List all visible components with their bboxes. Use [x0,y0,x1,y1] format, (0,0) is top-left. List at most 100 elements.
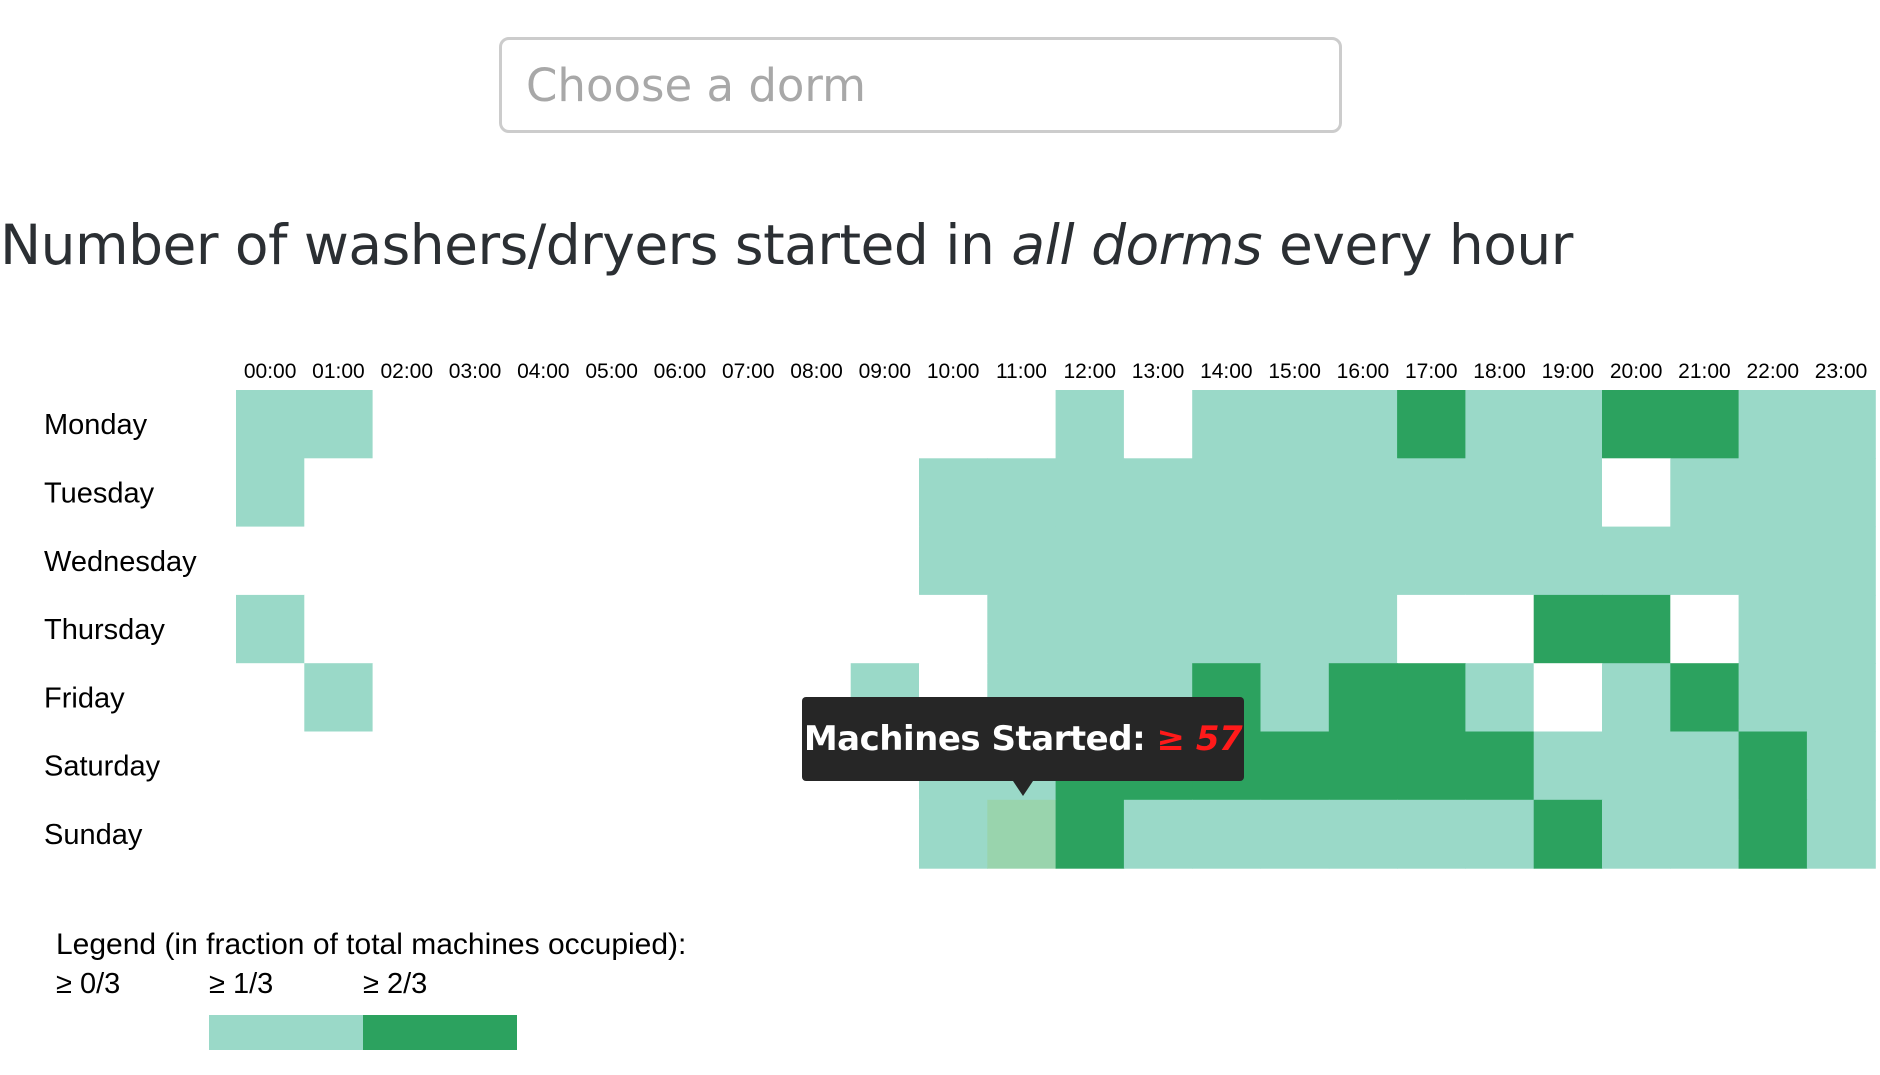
heatmap-cell-saturday-17-00[interactable] [1397,731,1466,801]
heatmap-cell-tuesday-16-00[interactable] [1328,458,1398,528]
heatmap-cell-wednesday-19-00[interactable] [1533,526,1603,596]
heatmap-cell-thursday-17-00[interactable] [1397,594,1466,664]
heatmap-cell-tuesday-05-00[interactable] [577,458,647,528]
heatmap-cell-wednesday-01-00[interactable] [304,526,374,596]
heatmap-cell-saturday-15-00[interactable] [1260,731,1330,801]
heatmap-cell-wednesday-20-00[interactable] [1602,526,1671,596]
heatmap-cell-tuesday-15-00[interactable] [1260,458,1330,528]
heatmap-cell-thursday-19-00[interactable] [1533,594,1603,664]
heatmap-cell-saturday-01-00[interactable] [304,731,374,801]
heatmap-cell-wednesday-09-00[interactable] [850,526,920,596]
heatmap-cell-wednesday-13-00[interactable] [1123,526,1193,596]
heatmap-cell-friday-19-00[interactable] [1533,663,1603,733]
heatmap-cell-monday-15-00[interactable] [1260,390,1330,459]
heatmap-cell-thursday-22-00[interactable] [1738,594,1808,664]
heatmap-cell-sunday-03-00[interactable] [440,799,510,869]
heatmap-cell-wednesday-07-00[interactable] [714,526,783,596]
heatmap-cell-tuesday-17-00[interactable] [1397,458,1466,528]
heatmap-cell-sunday-01-00[interactable] [304,799,374,869]
dorm-search-input[interactable] [499,37,1342,133]
heatmap-cell-monday-07-00[interactable] [714,390,783,459]
heatmap-cell-sunday-12-00[interactable] [1055,799,1125,869]
heatmap-cell-monday-10-00[interactable] [919,390,988,459]
heatmap-cell-monday-05-00[interactable] [577,390,647,459]
heatmap-cell-wednesday-08-00[interactable] [782,526,852,596]
heatmap-cell-saturday-22-00[interactable] [1738,731,1808,801]
heatmap-cell-monday-01-00[interactable] [304,390,374,459]
heatmap-cell-sunday-02-00[interactable] [372,799,442,869]
heatmap-cell-thursday-15-00[interactable] [1260,594,1330,664]
heatmap-cell-wednesday-16-00[interactable] [1328,526,1398,596]
heatmap-cell-monday-18-00[interactable] [1465,390,1535,459]
heatmap-cell-wednesday-03-00[interactable] [440,526,510,596]
heatmap-cell-thursday-14-00[interactable] [1192,594,1262,664]
heatmap-cell-sunday-09-00[interactable] [850,799,920,869]
heatmap-cell-sunday-08-00[interactable] [782,799,852,869]
heatmap-cell-monday-04-00[interactable] [509,390,579,459]
heatmap-cell-monday-23-00[interactable] [1806,390,1876,459]
heatmap-cell-wednesday-14-00[interactable] [1192,526,1262,596]
heatmap-cell-wednesday-17-00[interactable] [1397,526,1466,596]
heatmap-cell-tuesday-23-00[interactable] [1806,458,1876,528]
heatmap-cell-tuesday-11-00[interactable] [987,458,1057,528]
heatmap-cell-friday-17-00[interactable] [1397,663,1466,733]
heatmap-cell-thursday-04-00[interactable] [509,594,579,664]
heatmap-cell-saturday-23-00[interactable] [1806,731,1876,801]
heatmap-cell-wednesday-21-00[interactable] [1670,526,1740,596]
heatmap-cell-sunday-05-00[interactable] [577,799,647,869]
heatmap-cell-friday-15-00[interactable] [1260,663,1330,733]
heatmap-cell-saturday-02-00[interactable] [372,731,442,801]
heatmap-cell-sunday-13-00[interactable] [1123,799,1193,869]
heatmap-cell-saturday-00-00[interactable] [236,731,305,801]
heatmap-cell-tuesday-12-00[interactable] [1055,458,1125,528]
heatmap-cell-thursday-09-00[interactable] [850,594,920,664]
heatmap-cell-friday-02-00[interactable] [372,663,442,733]
heatmap-cell-sunday-21-00[interactable] [1670,799,1740,869]
heatmap-cell-wednesday-22-00[interactable] [1738,526,1808,596]
heatmap-cell-wednesday-12-00[interactable] [1055,526,1125,596]
heatmap-cell-friday-20-00[interactable] [1602,663,1671,733]
heatmap-cell-sunday-07-00[interactable] [714,799,783,869]
heatmap-cell-monday-17-00[interactable] [1397,390,1466,459]
heatmap-cell-monday-16-00[interactable] [1328,390,1398,459]
heatmap-cell-thursday-18-00[interactable] [1465,594,1535,664]
heatmap-cell-wednesday-10-00[interactable] [919,526,988,596]
heatmap-cell-monday-06-00[interactable] [645,390,715,459]
heatmap-cell-thursday-08-00[interactable] [782,594,852,664]
heatmap-cell-thursday-05-00[interactable] [577,594,647,664]
heatmap-cell-thursday-00-00[interactable] [236,594,305,664]
heatmap-cell-friday-18-00[interactable] [1465,663,1535,733]
heatmap-cell-friday-04-00[interactable] [509,663,579,733]
heatmap-cell-sunday-10-00[interactable] [919,799,988,869]
heatmap-cell-wednesday-11-00[interactable] [987,526,1057,596]
heatmap-cell-thursday-13-00[interactable] [1123,594,1193,664]
heatmap-cell-tuesday-18-00[interactable] [1465,458,1535,528]
heatmap-cell-tuesday-07-00[interactable] [714,458,783,528]
heatmap-cell-tuesday-02-00[interactable] [372,458,442,528]
heatmap-cell-tuesday-08-00[interactable] [782,458,852,528]
heatmap-cell-saturday-20-00[interactable] [1602,731,1671,801]
heatmap-cell-friday-06-00[interactable] [645,663,715,733]
heatmap-cell-tuesday-06-00[interactable] [645,458,715,528]
heatmap-cell-sunday-06-00[interactable] [645,799,715,869]
heatmap-cell-monday-20-00[interactable] [1602,390,1671,459]
heatmap-cell-tuesday-04-00[interactable] [509,458,579,528]
heatmap-cell-friday-00-00[interactable] [236,663,305,733]
heatmap-cell-sunday-14-00[interactable] [1192,799,1262,869]
heatmap-cell-monday-09-00[interactable] [850,390,920,459]
heatmap-cell-wednesday-05-00[interactable] [577,526,647,596]
heatmap-cell-thursday-21-00[interactable] [1670,594,1740,664]
heatmap-cell-monday-03-00[interactable] [440,390,510,459]
heatmap-cell-friday-22-00[interactable] [1738,663,1808,733]
heatmap-cell-wednesday-00-00[interactable] [236,526,305,596]
heatmap-cell-monday-00-00[interactable] [236,390,305,459]
heatmap-cell-saturday-04-00[interactable] [509,731,579,801]
heatmap-cell-tuesday-10-00[interactable] [919,458,988,528]
heatmap-cell-tuesday-20-00[interactable] [1602,458,1671,528]
heatmap-cell-wednesday-18-00[interactable] [1465,526,1535,596]
heatmap-cell-thursday-11-00[interactable] [987,594,1057,664]
heatmap-cell-tuesday-03-00[interactable] [440,458,510,528]
heatmap-cell-wednesday-02-00[interactable] [372,526,442,596]
heatmap-cell-thursday-03-00[interactable] [440,594,510,664]
heatmap-cell-friday-23-00[interactable] [1806,663,1876,733]
